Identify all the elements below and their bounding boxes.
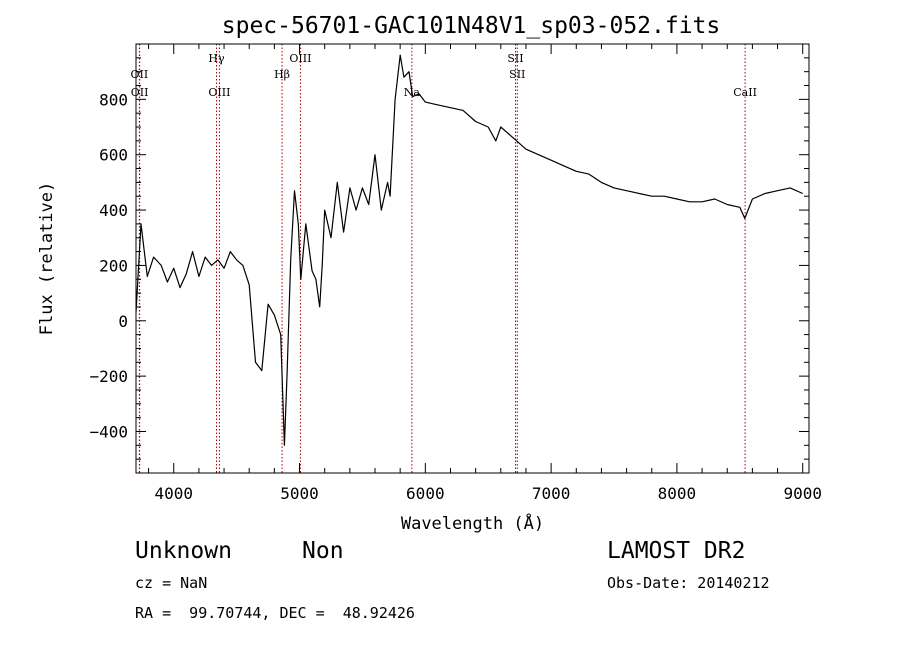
y-tick-label: 400 bbox=[99, 201, 128, 220]
spectral-line-label: CaII bbox=[733, 86, 757, 99]
spectral-line-label: Hγ bbox=[208, 52, 225, 65]
spectral-line-label: SII bbox=[507, 52, 523, 65]
x-tick-label: 7000 bbox=[532, 484, 571, 503]
x-tick-label: 9000 bbox=[783, 484, 822, 503]
y-tick-label: −200 bbox=[89, 367, 128, 386]
x-tick-label: 5000 bbox=[280, 484, 319, 503]
survey-label: LAMOST DR2 bbox=[607, 538, 746, 564]
y-tick-label: −400 bbox=[89, 422, 128, 441]
obs-date-text: Obs-Date: 20140212 bbox=[607, 574, 770, 592]
y-tick-label: 800 bbox=[99, 90, 128, 109]
spectrum-series-line bbox=[135, 54, 803, 446]
plot-frame bbox=[135, 43, 810, 474]
subclass-label: Non bbox=[302, 538, 344, 564]
y-tick-label: 600 bbox=[99, 146, 128, 165]
spectral-line-label: SII bbox=[509, 68, 525, 81]
spectral-line-label: OIII bbox=[208, 86, 230, 99]
coords-text: RA = 99.70744, DEC = 48.92426 bbox=[135, 604, 415, 622]
y-axis-label: Flux (relative) bbox=[37, 182, 57, 336]
spectral-line-label: OII bbox=[131, 86, 149, 99]
redshift-text: cz = NaN bbox=[135, 574, 208, 592]
chart-title: spec-56701-GAC101N48V1_sp03-052.fits bbox=[222, 13, 721, 39]
x-tick-label: 6000 bbox=[406, 484, 445, 503]
y-tick-label: 0 bbox=[118, 312, 128, 331]
y-tick-label: 200 bbox=[99, 256, 128, 275]
spectral-line-label: OIII bbox=[289, 52, 311, 65]
x-axis-label: Wavelength (Å) bbox=[401, 512, 544, 534]
class-label: Unknown bbox=[135, 538, 232, 564]
spectral-line-label: Hβ bbox=[274, 68, 290, 81]
x-tick-label: 8000 bbox=[658, 484, 697, 503]
spectral-line-label: OII bbox=[131, 68, 149, 81]
x-tick-label: 4000 bbox=[154, 484, 193, 503]
axis-ticks: 4000 5000 6000 7000 8000 9000 −400 −200 0 200 400 6… bbox=[89, 44, 822, 503]
